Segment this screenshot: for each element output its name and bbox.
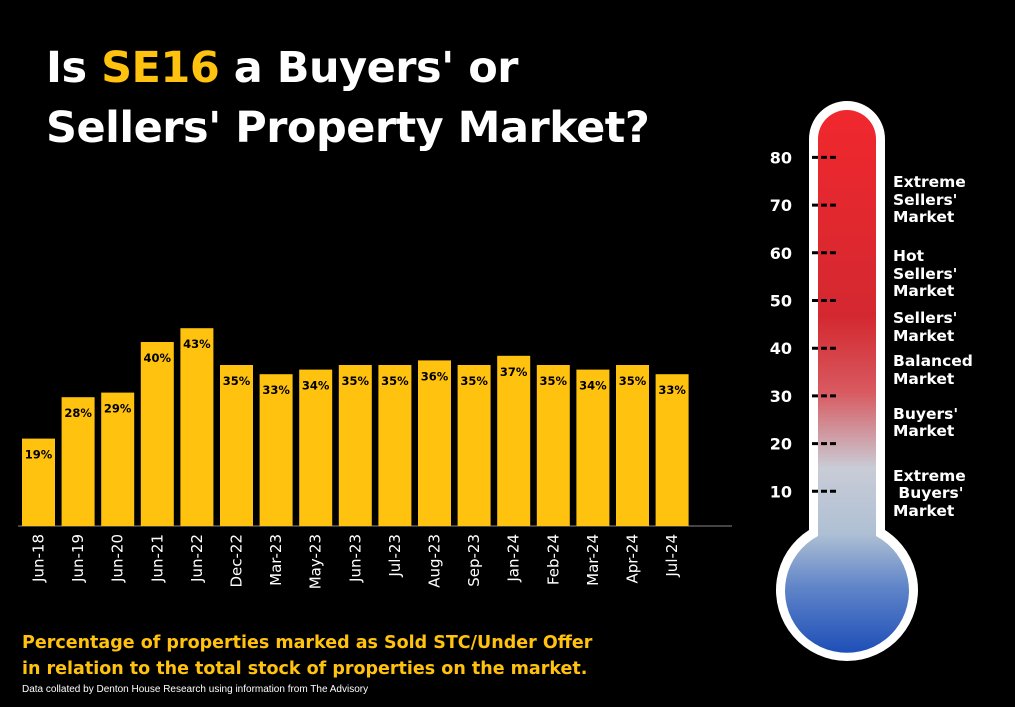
thermometer-fill bbox=[784, 110, 909, 653]
scale-label-40: 40 bbox=[770, 339, 792, 358]
source-note: Data collated by Denton House Research u… bbox=[22, 684, 369, 695]
x-tick-label-Apr-24: Apr-24 bbox=[624, 534, 642, 584]
bar-Jun-20 bbox=[101, 392, 135, 526]
data-label-May-23: 34% bbox=[302, 379, 330, 393]
bar-Jun-22 bbox=[180, 328, 214, 526]
title-line-1: Is SE16 a Buyers' or bbox=[46, 43, 518, 93]
data-label-Jun-21: 40% bbox=[144, 351, 172, 365]
x-tick-label-Jul-24: Jul-24 bbox=[663, 534, 681, 578]
bar-Jun-21 bbox=[140, 342, 174, 526]
data-label-Jun-22: 43% bbox=[183, 337, 211, 351]
data-label-Aug-23: 36% bbox=[421, 369, 449, 383]
x-tick-label-Jan-24: Jan-24 bbox=[505, 534, 523, 583]
zone-label-3: Balanced Market bbox=[893, 352, 973, 388]
x-tick-label-Dec-22: Dec-22 bbox=[228, 534, 246, 588]
bar-Jun-18 bbox=[22, 438, 55, 526]
zone-label-2: Sellers' Market bbox=[893, 309, 958, 345]
data-label-Jul-24: 33% bbox=[658, 383, 686, 397]
data-label-Feb-24: 35% bbox=[540, 374, 568, 388]
chart-title: Is SE16 a Buyers' or Sellers' Property M… bbox=[46, 38, 650, 158]
x-tick-label-Feb-24: Feb-24 bbox=[544, 534, 562, 585]
chart-caption: Percentage of properties marked as Sold … bbox=[22, 633, 593, 679]
scale-label-30: 30 bbox=[770, 387, 792, 406]
x-tick-label-Jul-23: Jul-23 bbox=[386, 534, 404, 578]
x-tick-label-Mar-23: Mar-23 bbox=[267, 534, 285, 586]
x-tick-label-Jun-20: Jun-20 bbox=[109, 534, 127, 583]
bar-Jun-23 bbox=[338, 365, 372, 526]
data-label-Apr-24: 35% bbox=[619, 374, 647, 388]
x-tick-label-Jun-19: Jun-19 bbox=[69, 534, 87, 583]
data-label-Mar-24: 34% bbox=[579, 379, 607, 393]
bar-Jul-24 bbox=[655, 374, 689, 526]
scale-label-60: 60 bbox=[770, 244, 792, 263]
scale-label-20: 20 bbox=[770, 435, 792, 454]
bar-Jun-19 bbox=[61, 397, 95, 526]
scale-label-70: 70 bbox=[770, 196, 792, 215]
zone-label-5: Extreme Buyers' Market bbox=[893, 466, 966, 520]
title-line-2: Sellers' Property Market? bbox=[46, 103, 650, 153]
scale-label-10: 10 bbox=[770, 482, 792, 501]
data-label-Jun-23: 35% bbox=[342, 374, 370, 388]
bar-Dec-22 bbox=[220, 365, 253, 526]
data-label-Mar-23: 33% bbox=[262, 383, 290, 397]
x-tick-label-Jun-18: Jun-18 bbox=[30, 534, 48, 583]
x-tick-label-Jun-22: Jun-22 bbox=[188, 534, 206, 583]
zone-label-4: Buyers' Market bbox=[893, 404, 959, 441]
bar-Jan-24 bbox=[497, 355, 531, 526]
x-tick-label-Aug-23: Aug-23 bbox=[426, 534, 444, 588]
x-tick-label-Jun-21: Jun-21 bbox=[148, 534, 166, 583]
bar-May-23 bbox=[299, 369, 333, 526]
bar-Feb-24 bbox=[536, 365, 570, 526]
bar-Sep-23 bbox=[457, 365, 491, 526]
zone-label-0: Extreme Sellers' Market bbox=[893, 173, 966, 227]
bar-Mar-23 bbox=[259, 374, 293, 526]
data-label-Jan-24: 37% bbox=[500, 365, 528, 379]
x-tick-label-Jun-23: Jun-23 bbox=[346, 534, 364, 583]
x-tick-label-Sep-23: Sep-23 bbox=[465, 534, 483, 587]
data-label-Sep-23: 35% bbox=[460, 374, 488, 388]
data-label-Dec-22: 35% bbox=[223, 374, 251, 388]
bar-Jul-23 bbox=[378, 365, 412, 526]
x-tick-label-Mar-24: Mar-24 bbox=[584, 534, 602, 586]
scale-label-80: 80 bbox=[770, 148, 792, 167]
data-label-Jun-19: 28% bbox=[64, 406, 92, 420]
scale-label-50: 50 bbox=[770, 292, 792, 311]
bar-Aug-23 bbox=[418, 360, 451, 526]
x-tick-label-May-23: May-23 bbox=[307, 534, 325, 589]
bar-Apr-24 bbox=[616, 365, 649, 526]
zone-label-1: Hot Sellers' Market bbox=[893, 247, 958, 301]
bar-chart: 19% Jun-18 28% Jun-19 29% Jun-20 40% Jun-21 43% J… bbox=[18, 328, 732, 589]
bar-Mar-24 bbox=[576, 369, 610, 526]
data-label-Jun-18: 19% bbox=[25, 448, 53, 462]
data-label-Jul-23: 35% bbox=[381, 374, 409, 388]
title-area-highlight: SE16 bbox=[101, 43, 220, 93]
data-label-Jun-20: 29% bbox=[104, 402, 132, 416]
